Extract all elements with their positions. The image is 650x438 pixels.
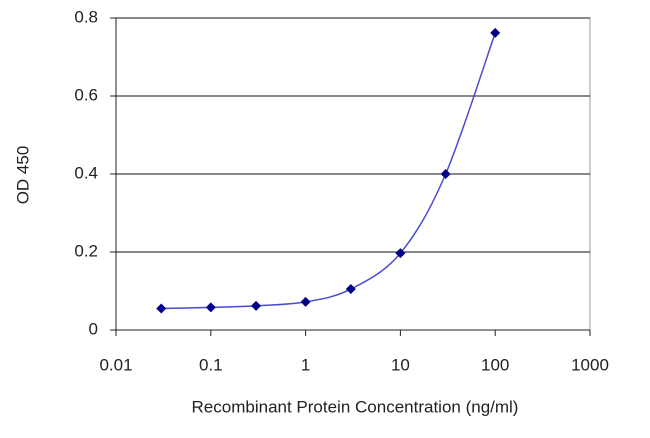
y-axis-label: OD 450 bbox=[13, 146, 32, 205]
y-tick-label: 0 bbox=[89, 319, 98, 338]
marker bbox=[251, 300, 262, 311]
x-axis-label: Recombinant Protein Concentration (ng/ml… bbox=[192, 397, 519, 416]
marker bbox=[395, 248, 406, 259]
marker bbox=[205, 302, 216, 313]
y-tick-label: 0.6 bbox=[74, 85, 98, 104]
marker bbox=[440, 169, 451, 179]
y-tick-label: 0.4 bbox=[74, 163, 98, 182]
marker bbox=[300, 296, 311, 307]
marker bbox=[345, 284, 356, 295]
marker bbox=[156, 303, 167, 314]
marker bbox=[490, 27, 501, 38]
x-tick-label: 100 bbox=[481, 355, 509, 374]
y-tick-label: 0.8 bbox=[74, 7, 98, 26]
x-tick-label: 0.1 bbox=[199, 355, 223, 374]
x-tick-label: 1000 bbox=[571, 355, 609, 374]
y-tick-label: 0.2 bbox=[74, 241, 98, 260]
x-tick-label: 1 bbox=[301, 355, 310, 374]
x-tick-label: 0.01 bbox=[99, 355, 132, 374]
x-tick-label: 10 bbox=[391, 355, 410, 374]
